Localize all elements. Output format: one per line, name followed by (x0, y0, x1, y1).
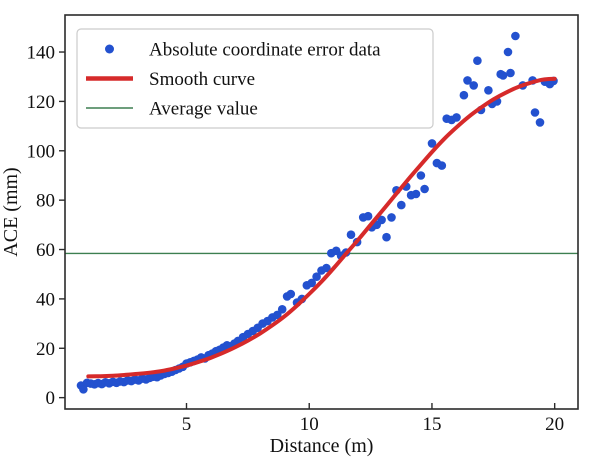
y-tick-label: 100 (27, 141, 56, 162)
y-tick-label: 40 (36, 289, 55, 310)
x-axis-label: Distance (m) (270, 435, 374, 457)
scatter-point (503, 47, 513, 57)
y-tick-label: 0 (46, 388, 56, 409)
scatter-point (277, 305, 287, 314)
scatter-point (397, 200, 406, 210)
x-tick-label: 5 (182, 414, 192, 435)
scatter-point (459, 90, 469, 100)
y-axis-label: ACE (mm) (0, 167, 22, 256)
scatter-point (506, 68, 515, 78)
smooth-curve (86, 76, 557, 379)
x-tick-label: 20 (545, 414, 564, 435)
scatter-point (498, 71, 508, 80)
y-tick-label: 60 (36, 240, 55, 261)
scatter-point (416, 171, 426, 180)
scatter-point (312, 272, 321, 282)
scatter-point (411, 189, 421, 199)
scatter-point (307, 278, 317, 288)
x-tick-label: 10 (300, 414, 319, 435)
legend-entry-label: Absolute coordinate error data (149, 40, 381, 61)
scatter-point (322, 263, 331, 273)
legend-marker-dot (105, 44, 114, 54)
scatter-point (377, 215, 386, 225)
plot-frame (64, 14, 579, 410)
scatter-point (79, 385, 88, 394)
scatter-point (463, 76, 472, 85)
legend-entry-label: Smooth curve (149, 69, 255, 90)
scatter-point (346, 230, 356, 239)
x-tick-label: 15 (422, 414, 441, 435)
scatter-point (473, 56, 482, 65)
y-tick-label: 80 (36, 191, 55, 212)
scatter-point (511, 31, 520, 41)
legend-entry-label: Average value (149, 99, 258, 120)
scatter-point (535, 118, 545, 127)
scatter-point (469, 81, 479, 90)
scatter-point (363, 211, 373, 221)
scatter-point (286, 289, 296, 299)
scatter-point (420, 184, 429, 194)
y-tick-label: 140 (27, 43, 56, 64)
scatter-point (273, 310, 282, 320)
y-tick-label: 20 (36, 339, 55, 360)
scatter-point (530, 108, 540, 117)
scatter-point (382, 232, 391, 242)
scatter-point (452, 113, 461, 122)
scatter-point (484, 86, 493, 95)
legend-box (76, 28, 434, 129)
scatter-point (387, 213, 396, 222)
scatter-point (427, 139, 437, 148)
scatter-point (437, 161, 447, 170)
y-tick-label: 120 (27, 92, 56, 113)
